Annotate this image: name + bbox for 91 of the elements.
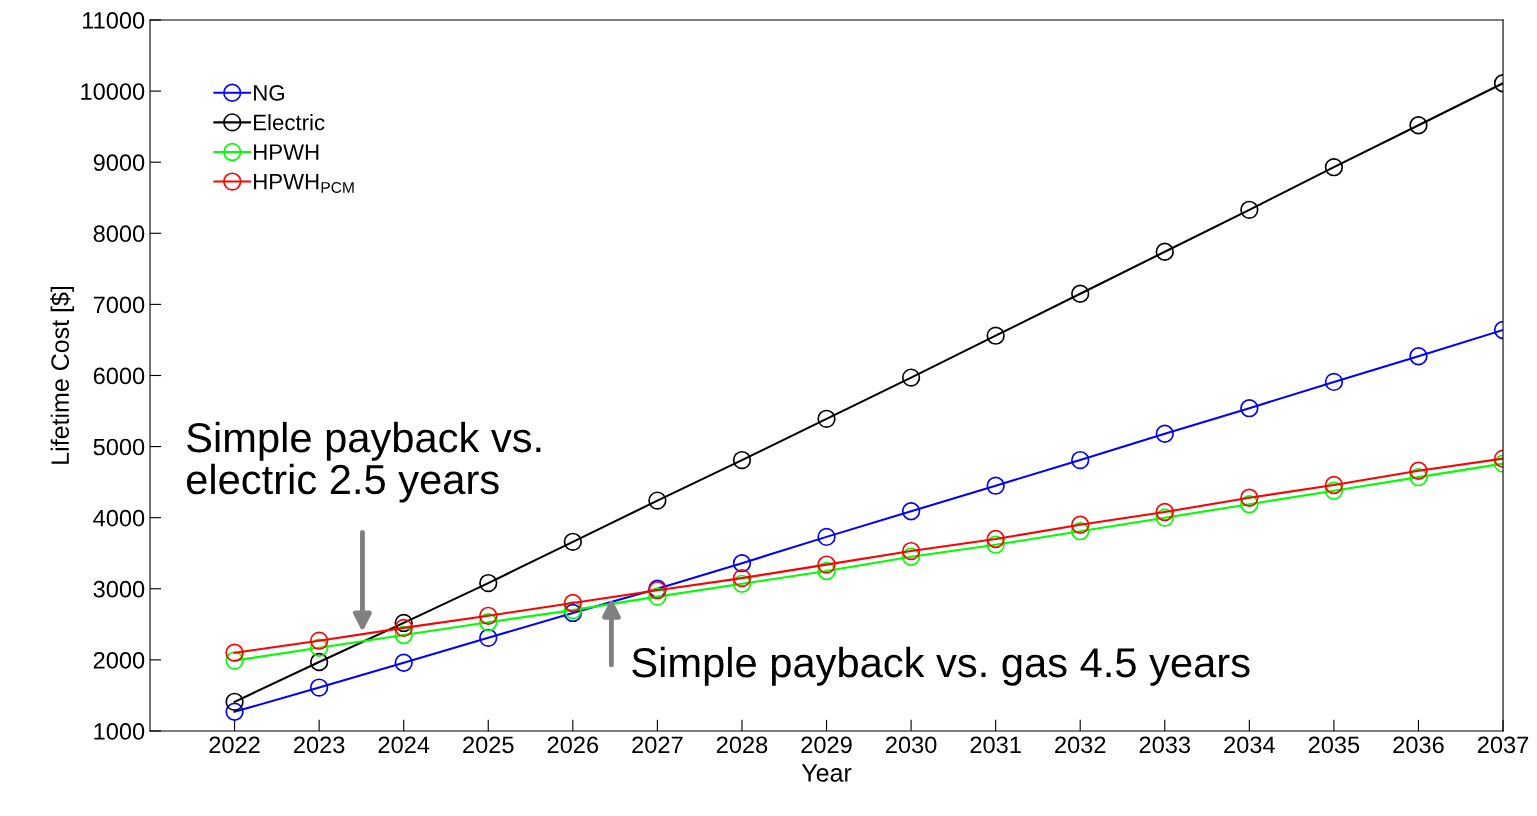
point (1324, 157, 1344, 177)
x-tick-label: 2024 (378, 736, 430, 754)
point (817, 409, 836, 429)
point (1155, 502, 1174, 522)
point (901, 502, 921, 521)
point (1240, 488, 1259, 507)
point (1240, 399, 1259, 418)
y-tick-label: 7000 (93, 296, 145, 314)
point (1240, 200, 1259, 219)
point (1409, 461, 1428, 480)
point (732, 574, 752, 593)
point (479, 613, 498, 632)
point (901, 368, 921, 387)
point (817, 527, 836, 547)
y-tick-label: 3000 (93, 580, 145, 598)
point (901, 547, 921, 566)
x-tick-label: 2034 (1224, 736, 1275, 754)
x-tick-label: 2037 (1477, 736, 1529, 754)
point (1155, 242, 1174, 261)
y-tick-label: 10000 (81, 83, 145, 100)
point (1071, 515, 1090, 534)
point (225, 702, 244, 721)
point (394, 653, 413, 672)
point (1409, 347, 1428, 366)
y-tick-label: 11000 (83, 12, 145, 29)
x-tick-label: 2022 (209, 736, 260, 754)
x-axis-title: Year (801, 764, 852, 782)
y-tick-label: 5000 (93, 438, 145, 456)
point (1409, 116, 1428, 135)
point (309, 652, 329, 672)
point (817, 555, 836, 574)
point (1071, 450, 1090, 470)
point (1324, 481, 1344, 500)
point (479, 606, 498, 625)
point (1409, 467, 1428, 487)
point (479, 628, 498, 648)
legend-label: Electric (254, 114, 325, 131)
x-tick-label: 2033 (1139, 736, 1190, 754)
point (986, 326, 1005, 345)
point (732, 450, 752, 470)
x-tick-label: 2035 (1308, 736, 1360, 754)
point (394, 618, 413, 638)
y-tick-label: 2000 (93, 651, 145, 669)
point (732, 554, 752, 573)
y-tick-label: 9000 (93, 154, 145, 171)
x-tick-label: 2026 (547, 736, 599, 754)
point (225, 692, 244, 711)
y-tick-label: 8000 (93, 225, 145, 243)
legend-label: HPWH$_{PCM}$ (254, 174, 354, 193)
x-tick-label: 2028 (716, 736, 768, 754)
point (1324, 372, 1344, 392)
point (1071, 522, 1090, 541)
point (1240, 495, 1259, 514)
point (479, 573, 498, 593)
annotation: Simple payback vs. gas 4.5 years (632, 646, 1250, 686)
point (817, 561, 836, 581)
x-tick-label: 2036 (1393, 736, 1444, 754)
point (563, 593, 582, 613)
x-tick-label: 2025 (463, 736, 514, 754)
annotation: Simple payback vs. electric 2.5 years (186, 421, 541, 503)
point (563, 532, 582, 552)
point (225, 643, 244, 662)
x-tick-label: 2032 (1055, 736, 1106, 754)
legend-label: HPWH (254, 144, 319, 160)
point (986, 476, 1005, 495)
point (394, 625, 413, 645)
point (225, 651, 244, 670)
point (986, 535, 1005, 554)
y-tick-label: 6000 (93, 367, 145, 385)
x-tick-label: 2029 (801, 736, 852, 754)
x-tick-label: 2023 (294, 736, 345, 754)
point (901, 541, 921, 561)
x-tick-label: 2027 (632, 736, 683, 754)
point (309, 631, 329, 650)
y-tick-label: 1000 (94, 723, 145, 740)
point (1155, 508, 1174, 527)
point (394, 613, 413, 633)
point (732, 568, 752, 588)
point (1071, 284, 1090, 303)
point (986, 529, 1005, 549)
point (1324, 475, 1344, 495)
point (648, 491, 667, 510)
x-tick-label: 2030 (886, 736, 937, 754)
x-tick-label: 2031 (970, 736, 1021, 754)
point (1155, 424, 1174, 443)
point (309, 678, 329, 697)
point (648, 587, 667, 606)
y-axis-title: Lifetime Cost [$] (50, 286, 74, 464)
y-tick-label: 4000 (93, 509, 145, 527)
legend-label: NG (254, 85, 284, 101)
point (309, 638, 329, 657)
